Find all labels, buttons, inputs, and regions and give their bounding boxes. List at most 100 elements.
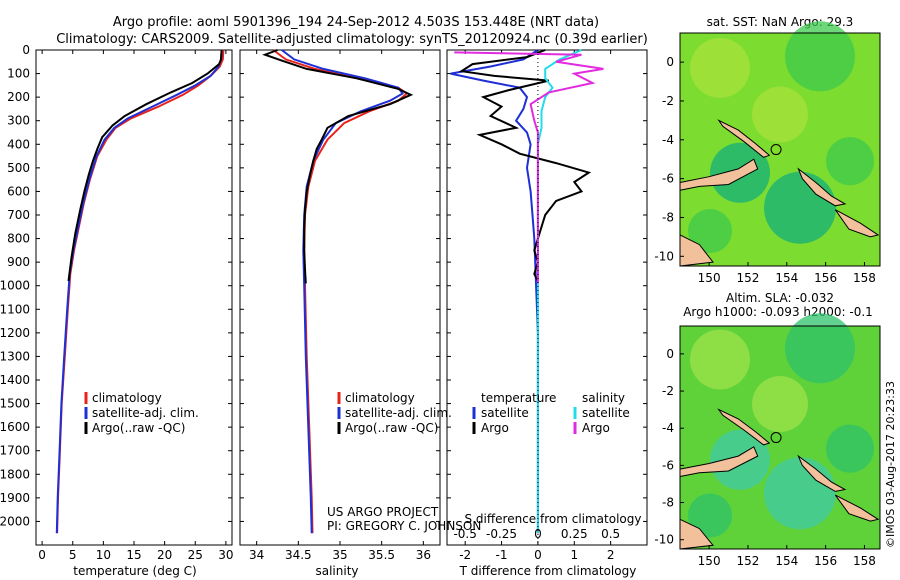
- difference-legend: temperature satellite Argo salinity sate…: [472, 391, 630, 435]
- argo-float-marker: [770, 144, 782, 156]
- legend-label-argo: Argo(..raw -QC): [345, 421, 438, 435]
- map-frame: [679, 32, 881, 267]
- series-line: [262, 49, 414, 284]
- legend-label-argo: Argo(..raw -QC): [92, 421, 185, 435]
- land-polygon: [797, 167, 847, 207]
- y-tick-label: 0: [22, 43, 30, 57]
- map-field-patch: [764, 457, 836, 530]
- legend-title-temperature: temperature: [481, 391, 556, 405]
- map-y-tick-label: -8: [662, 496, 674, 510]
- map-field-patch: [688, 493, 732, 538]
- map-field-patch: [690, 329, 750, 390]
- salinity-plot: 34 34.5 35 35.5 36: [240, 49, 440, 562]
- map-y-tick-label: -10: [654, 533, 674, 547]
- map-y-tick-label: -8: [662, 210, 674, 224]
- y-tick-label: 1500: [0, 397, 30, 411]
- x-tick-label: 1: [570, 548, 578, 562]
- x-tick-label: 25: [188, 548, 203, 562]
- y-tick-label: 1800: [0, 467, 30, 481]
- x-tick-label: 30: [218, 548, 233, 562]
- temperature-plot: 0100200300400500600700800900100011001200…: [0, 43, 234, 562]
- map-x-tick-label: 156: [814, 271, 837, 285]
- land-polygon: [834, 494, 880, 522]
- land-polygon: [679, 446, 759, 478]
- y-tick-label: 400: [7, 137, 30, 151]
- map-y-tick-label: -4: [662, 133, 674, 147]
- legend-label-sal-satellite: satellite: [582, 406, 630, 420]
- temperature-panel: [35, 49, 233, 546]
- map-x-tick-label: 154: [775, 554, 798, 568]
- y-tick-label: 1700: [0, 444, 30, 458]
- s-tick-label: 0: [534, 527, 542, 541]
- land-polygon: [717, 119, 771, 158]
- x-tick-label: 15: [126, 548, 141, 562]
- legend-label-satellite: satellite-adj. clim.: [92, 406, 199, 420]
- y-tick-label: 700: [7, 208, 30, 222]
- map-field-patch: [752, 86, 808, 143]
- x-tick-label: -1: [496, 548, 508, 562]
- temperature-legend: climatology satellite-adj. clim. Argo(..…: [84, 391, 199, 435]
- map-x-tick-label: 158: [853, 554, 876, 568]
- series-line: [56, 49, 225, 534]
- series-line: [458, 49, 592, 282]
- map-frame: [679, 325, 881, 550]
- header-line2: Climatology: CARS2009. Satellite-adjuste…: [56, 32, 648, 47]
- land-polygon: [679, 158, 759, 191]
- legend-label-satellite: satellite-adj. clim.: [345, 406, 452, 420]
- y-tick-label: 1000: [0, 279, 30, 293]
- y-tick-label: 1600: [0, 420, 30, 434]
- y-tick-label: 300: [7, 114, 30, 128]
- map-y-tick-label: -6: [662, 172, 674, 186]
- series-line: [450, 49, 539, 534]
- series-line: [67, 49, 223, 282]
- legend-label-sal-argo: Argo: [582, 421, 610, 435]
- series-line: [536, 49, 582, 534]
- y-tick-label: 900: [7, 255, 30, 269]
- y-tick-label: 1300: [0, 349, 30, 363]
- legend-label-climatology: climatology: [345, 391, 415, 405]
- y-tick-label: 100: [7, 67, 30, 81]
- s-tick-label: -0.25: [486, 527, 517, 541]
- x-tick-label: 34.5: [285, 548, 312, 562]
- x-tick-label: 10: [96, 548, 111, 562]
- legend-label-temp-argo: Argo: [481, 421, 509, 435]
- difference-panel: [446, 49, 648, 546]
- y-tick-label: 800: [7, 232, 30, 246]
- map-x-tick-label: 150: [698, 271, 721, 285]
- map2-subtitle: Argo h1000: -0.093 h2000: -0.1: [683, 305, 873, 319]
- sla-map: 150 152 154 156 158 0 -2 -4 -6 -8 -10: [654, 313, 881, 568]
- map-field-patch: [826, 424, 874, 473]
- y-tick-label: 1200: [0, 326, 30, 340]
- x-tick-label: -2: [459, 548, 471, 562]
- land-polygon: [797, 454, 847, 492]
- map-field-patch: [752, 376, 808, 433]
- s-tick-label: -0.5: [453, 527, 476, 541]
- s-tick-label: 0.5: [601, 527, 620, 541]
- map-field-patch: [688, 209, 732, 254]
- y-tick-label: 1900: [0, 491, 30, 505]
- y-tick-label: 1100: [0, 302, 30, 316]
- x-tick-label: 35.5: [368, 548, 395, 562]
- s-tick-label: 0.25: [561, 527, 588, 541]
- salinity-panel: [239, 49, 441, 546]
- y-tick-label: 600: [7, 184, 30, 198]
- series-line: [272, 49, 409, 534]
- map-y-tick-label: -4: [662, 421, 674, 435]
- map-x-tick-label: 154: [775, 271, 798, 285]
- series-line: [454, 51, 604, 284]
- x-tick-label: 35: [332, 548, 347, 562]
- difference-xlabel2: S difference from climatology: [465, 512, 642, 526]
- land-polygon: [717, 408, 771, 446]
- y-tick-label: 200: [7, 90, 30, 104]
- map-x-tick-label: 152: [737, 271, 760, 285]
- temperature-xlabel: temperature (deg C): [73, 564, 196, 578]
- difference-plot: -2 -1 0 1 2 -0.5 -0.25 0 0.25 0.5: [447, 49, 647, 562]
- legend-title-salinity: salinity: [582, 391, 625, 405]
- map-y-tick-label: -2: [662, 384, 674, 398]
- header-line1: Argo profile: aoml 5901396_194 24-Sep-20…: [113, 15, 599, 30]
- argo-float-marker: [770, 432, 782, 444]
- map-y-tick-label: -2: [662, 94, 674, 108]
- map-x-tick-label: 152: [737, 554, 760, 568]
- land-polygon: [834, 209, 880, 238]
